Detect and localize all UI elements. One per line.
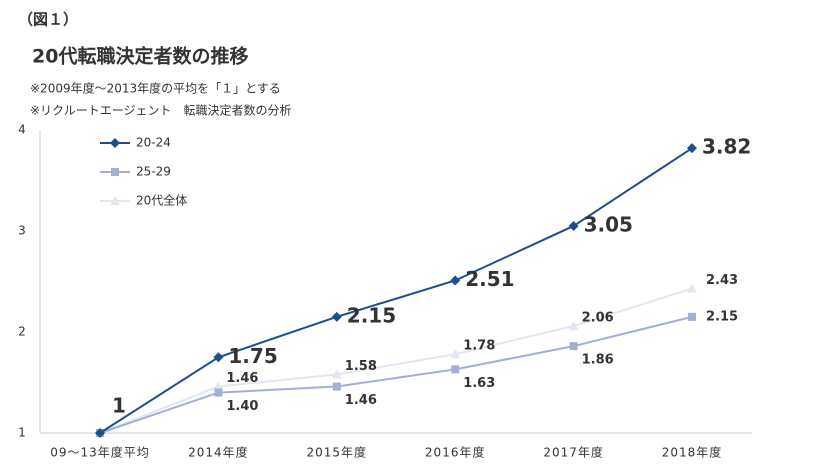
note: ※リクルートエージェント 転職決定者数の分析: [30, 103, 291, 118]
data-point: [213, 381, 224, 391]
data-label: 3.82: [702, 135, 751, 159]
legend-label: 25-29: [136, 165, 171, 179]
note: ※2009年度～2013年度の平均を「１」とする: [30, 81, 281, 96]
x-tick-label: 09～13年度平均: [50, 445, 150, 460]
x-tick-label: 2016年度: [425, 445, 486, 460]
legend-marker: [110, 196, 120, 205]
y-tick-label: 1: [18, 426, 26, 440]
legend-marker: [110, 138, 120, 148]
data-point: [568, 320, 579, 330]
data-point: [332, 382, 341, 391]
data-point: [331, 369, 342, 379]
data-point: [687, 283, 697, 293]
data-point: [451, 365, 460, 374]
data-label: 1.46: [226, 371, 258, 386]
data-label: 2.06: [582, 310, 614, 325]
series-line: [99, 147, 693, 434]
data-point: [687, 143, 697, 154]
chart-title: 20代転職決定者数の推移: [32, 45, 248, 68]
data-point: [214, 388, 223, 397]
data-label: 1.78: [463, 339, 495, 354]
data-label: 1.63: [463, 376, 495, 391]
data-label: 1.46: [345, 393, 377, 408]
x-tick-label: 2014年度: [188, 445, 249, 460]
figure-label: （図１）: [18, 11, 78, 29]
data-label: 1.58: [345, 359, 377, 374]
series-line: [99, 315, 693, 434]
data-label: 2.15: [347, 303, 396, 327]
data-label: 1: [112, 394, 126, 418]
data-point: [331, 311, 342, 322]
data-point: [568, 220, 579, 231]
data-point: [688, 312, 696, 321]
legend-marker: [111, 168, 119, 176]
data-label: 3.05: [584, 212, 633, 236]
y-tick-label: 4: [18, 123, 26, 137]
data-point: [213, 352, 224, 363]
data-label: 1.86: [582, 353, 614, 368]
data-point: [450, 349, 461, 359]
x-tick-label: 2017年度: [543, 445, 604, 460]
data-label: 1.75: [228, 344, 277, 368]
data-point: [95, 428, 105, 438]
data-label: 2.15: [706, 309, 738, 324]
x-tick-label: 2018年度: [662, 445, 723, 460]
data-point: [569, 342, 578, 351]
legend-label: 20代全体: [136, 193, 187, 208]
x-tick-label: 2015年度: [307, 445, 368, 460]
legend-label: 20-24: [136, 136, 171, 150]
data-label: 2.43: [706, 273, 738, 288]
y-tick-label: 2: [18, 325, 26, 339]
y-tick-label: 3: [18, 224, 26, 238]
data-label: 2.51: [465, 267, 514, 291]
data-point: [450, 275, 461, 286]
data-label: 1.40: [226, 399, 258, 414]
series-line: [99, 287, 693, 434]
